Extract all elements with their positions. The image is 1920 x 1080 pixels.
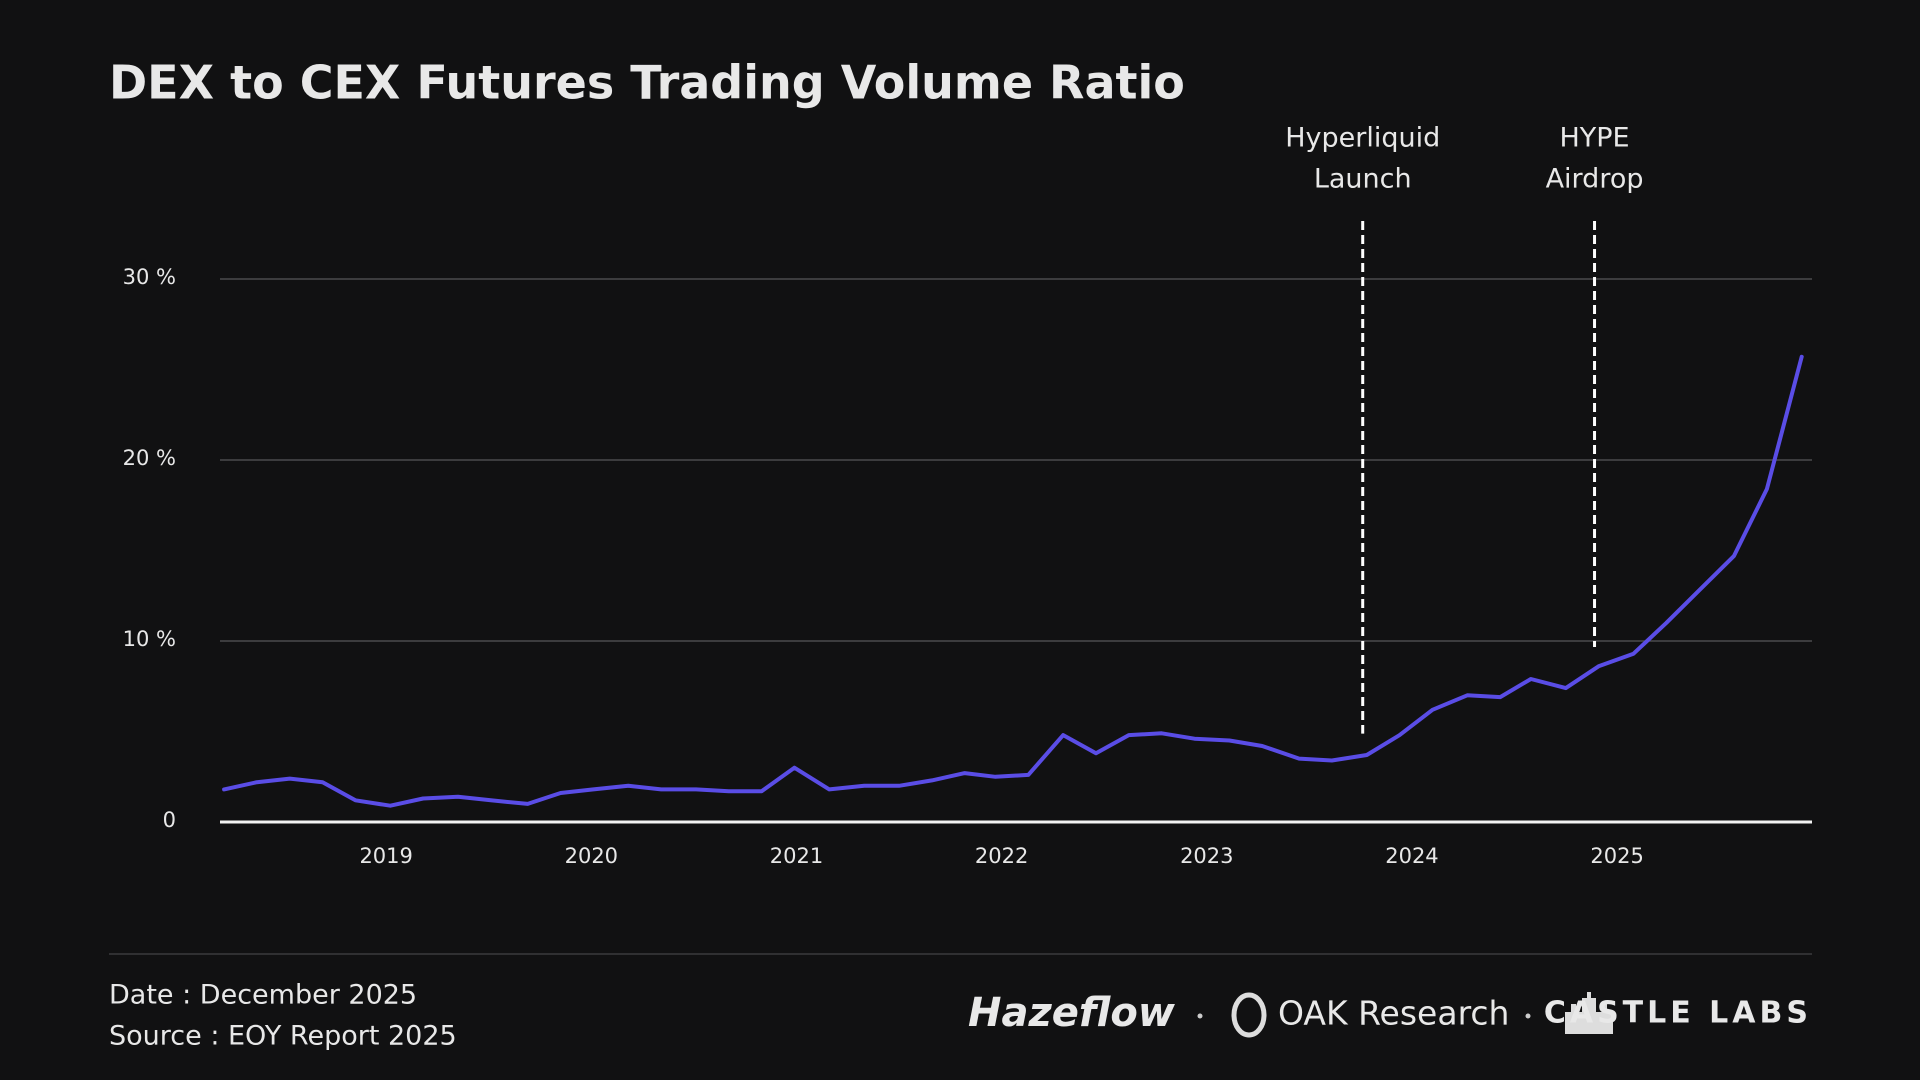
y-tick-label: 10 % xyxy=(123,627,176,651)
footer-date: Date : December 2025 xyxy=(109,980,417,1011)
separator-dot xyxy=(1525,1013,1531,1019)
annotation-text: Hyperliquid xyxy=(1285,123,1440,154)
footer-source: Source : EOY Report 2025 xyxy=(109,1021,457,1052)
logo-oak: OAK Research xyxy=(1278,994,1509,1033)
logo-oak-icon xyxy=(1231,992,1267,1038)
annotation-text: Airdrop xyxy=(1546,164,1644,195)
annotation-text: HYPE xyxy=(1559,123,1629,154)
x-tick-label: 2021 xyxy=(770,844,823,868)
x-tick-label: 2025 xyxy=(1590,844,1643,868)
y-tick-label: 20 % xyxy=(123,446,176,470)
x-tick-label: 2022 xyxy=(975,844,1028,868)
chart-title: DEX to CEX Futures Trading Volume Ratio xyxy=(109,56,1185,110)
y-tick-label: 30 % xyxy=(123,265,176,289)
x-tick-label: 2019 xyxy=(359,844,412,868)
logo-castle: CASTLE LABS xyxy=(1544,996,1812,1031)
logo-castle-icon xyxy=(1565,992,1613,1034)
x-tick-label: 2020 xyxy=(565,844,618,868)
y-tick-label: 0 xyxy=(163,808,176,832)
x-tick-label: 2023 xyxy=(1180,844,1233,868)
logo-hazeflow: Hazeflow xyxy=(968,990,1176,1036)
x-tick-label: 2024 xyxy=(1385,844,1438,868)
data-line xyxy=(222,354,1804,808)
annotation-text: Launch xyxy=(1314,164,1412,195)
separator-dot xyxy=(1197,1013,1203,1019)
